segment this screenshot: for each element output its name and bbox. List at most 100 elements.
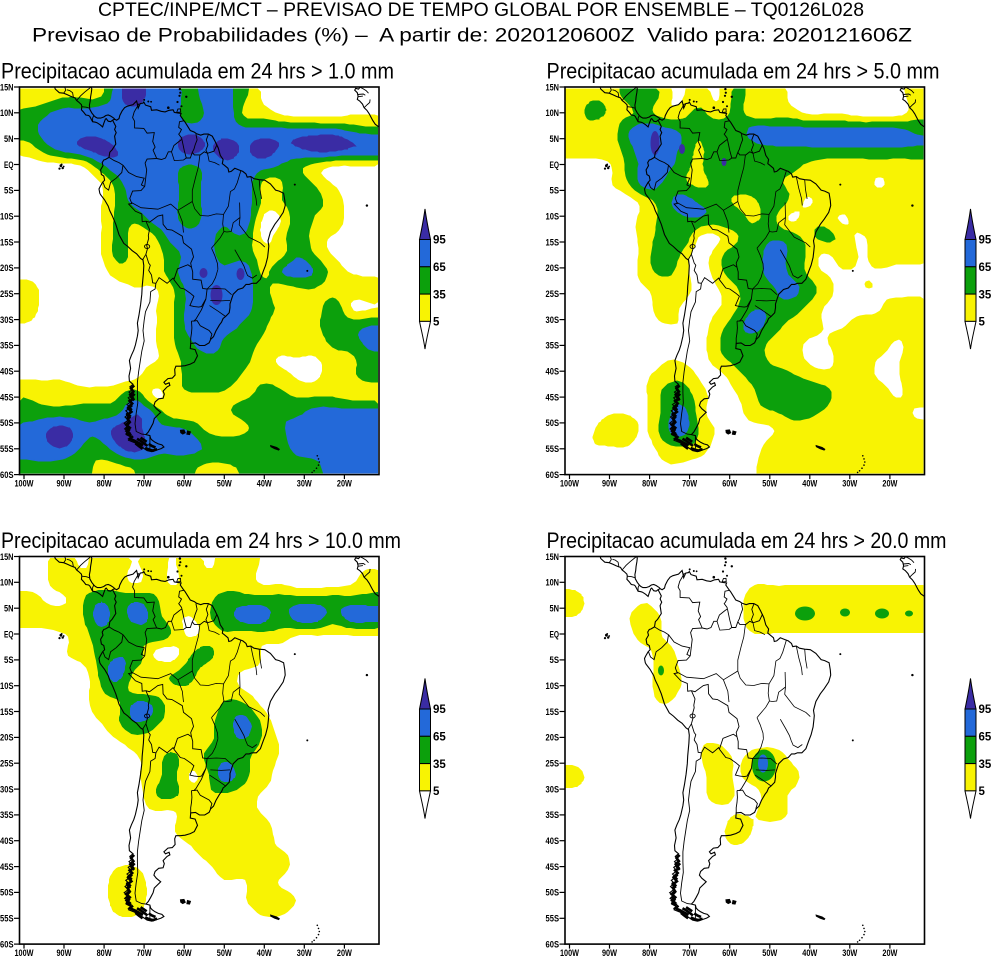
svg-text:15S: 15S (0, 237, 14, 247)
svg-text:60W: 60W (177, 478, 192, 488)
svg-text:55S: 55S (0, 444, 14, 454)
svg-text:80W: 80W (642, 948, 657, 957)
svg-text:45S: 45S (0, 392, 14, 402)
svg-text:15N: 15N (546, 552, 560, 562)
svg-text:60W: 60W (722, 478, 737, 488)
svg-text:100W: 100W (560, 948, 579, 957)
svg-text:90W: 90W (602, 478, 617, 488)
svg-text:20W: 20W (337, 478, 352, 488)
svg-text:15S: 15S (0, 707, 14, 717)
svg-text:35S: 35S (0, 341, 14, 351)
svg-text:70W: 70W (137, 948, 152, 957)
svg-text:10N: 10N (546, 108, 560, 118)
svg-text:15N: 15N (0, 552, 14, 562)
svg-text:35S: 35S (546, 341, 560, 351)
svg-text:70W: 70W (682, 948, 697, 957)
svg-text:60S: 60S (546, 470, 560, 480)
svg-text:10S: 10S (546, 212, 560, 222)
svg-text:40W: 40W (802, 948, 817, 957)
svg-text:90W: 90W (602, 948, 617, 957)
svg-text:35: 35 (433, 759, 446, 771)
svg-text:20W: 20W (882, 478, 897, 488)
svg-text:30S: 30S (0, 315, 14, 325)
svg-text:40W: 40W (257, 948, 272, 957)
svg-text:EQ: EQ (550, 629, 560, 639)
svg-text:25S: 25S (0, 759, 14, 769)
svg-text:55S: 55S (546, 914, 560, 924)
svg-text:20W: 20W (882, 948, 897, 957)
svg-text:50S: 50S (0, 888, 14, 898)
svg-text:20S: 20S (546, 733, 560, 743)
svg-text:15S: 15S (546, 707, 560, 717)
svg-text:40W: 40W (257, 478, 272, 488)
svg-text:70W: 70W (682, 478, 697, 488)
svg-text:90W: 90W (57, 948, 72, 957)
svg-text:30S: 30S (546, 315, 560, 325)
svg-text:45S: 45S (0, 862, 14, 872)
svg-text:5N: 5N (4, 134, 14, 144)
svg-text:Precipitacao acumulada em 24 h: Precipitacao acumulada em 24 hrs > 5.0 m… (547, 59, 940, 84)
svg-text:50W: 50W (217, 478, 232, 488)
svg-text:EQ: EQ (4, 629, 14, 639)
svg-text:60S: 60S (546, 939, 560, 949)
svg-text:25S: 25S (546, 289, 560, 299)
svg-text:EQ: EQ (550, 160, 560, 170)
svg-text:25S: 25S (546, 759, 560, 769)
svg-text:15N: 15N (0, 82, 14, 92)
svg-text:20S: 20S (0, 733, 14, 743)
svg-text:95: 95 (433, 235, 446, 247)
svg-text:35: 35 (979, 759, 991, 771)
svg-text:40S: 40S (0, 367, 14, 377)
svg-text:50S: 50S (0, 418, 14, 428)
svg-text:Previsao de Probabilidades (%): Previsao de Probabilidades (%) – A parti… (32, 26, 912, 47)
svg-text:40W: 40W (802, 478, 817, 488)
svg-text:35: 35 (433, 289, 446, 301)
svg-text:10S: 10S (0, 681, 14, 691)
svg-text:80W: 80W (97, 478, 112, 488)
svg-text:30W: 30W (842, 478, 857, 488)
svg-text:20S: 20S (0, 263, 14, 273)
svg-text:15S: 15S (546, 237, 560, 247)
svg-text:55S: 55S (0, 914, 14, 924)
svg-text:40S: 40S (0, 836, 14, 846)
svg-text:5: 5 (979, 786, 986, 798)
svg-text:10N: 10N (0, 108, 14, 118)
svg-text:90W: 90W (57, 478, 72, 488)
svg-text:45S: 45S (546, 862, 560, 872)
svg-text:95: 95 (979, 704, 991, 716)
svg-text:35S: 35S (0, 810, 14, 820)
svg-text:40S: 40S (546, 836, 560, 846)
svg-text:50W: 50W (762, 478, 777, 488)
svg-text:55S: 55S (546, 444, 560, 454)
svg-text:EQ: EQ (4, 160, 14, 170)
svg-text:60S: 60S (0, 939, 14, 949)
svg-text:20W: 20W (337, 948, 352, 957)
svg-text:25S: 25S (0, 289, 14, 299)
svg-text:95: 95 (979, 235, 991, 247)
svg-text:5S: 5S (4, 186, 14, 196)
svg-text:10N: 10N (546, 578, 560, 588)
svg-text:5: 5 (433, 317, 440, 329)
svg-text:100W: 100W (15, 948, 34, 957)
svg-text:70W: 70W (137, 478, 152, 488)
svg-text:30W: 30W (297, 478, 312, 488)
svg-text:60W: 60W (722, 948, 737, 957)
svg-text:50W: 50W (217, 948, 232, 957)
svg-text:60S: 60S (0, 470, 14, 480)
svg-text:30W: 30W (297, 948, 312, 957)
svg-text:5S: 5S (4, 655, 14, 665)
svg-text:65: 65 (979, 262, 991, 274)
svg-text:5S: 5S (550, 186, 560, 196)
svg-text:65: 65 (433, 262, 446, 274)
svg-text:30S: 30S (546, 784, 560, 794)
svg-text:65: 65 (979, 732, 991, 744)
svg-text:40S: 40S (546, 367, 560, 377)
svg-text:30S: 30S (0, 784, 14, 794)
svg-text:5N: 5N (550, 134, 560, 144)
svg-text:5: 5 (433, 786, 440, 798)
svg-text:80W: 80W (97, 948, 112, 957)
svg-text:10S: 10S (0, 212, 14, 222)
svg-text:50S: 50S (546, 888, 560, 898)
svg-text:50S: 50S (546, 418, 560, 428)
svg-text:5N: 5N (4, 604, 14, 614)
